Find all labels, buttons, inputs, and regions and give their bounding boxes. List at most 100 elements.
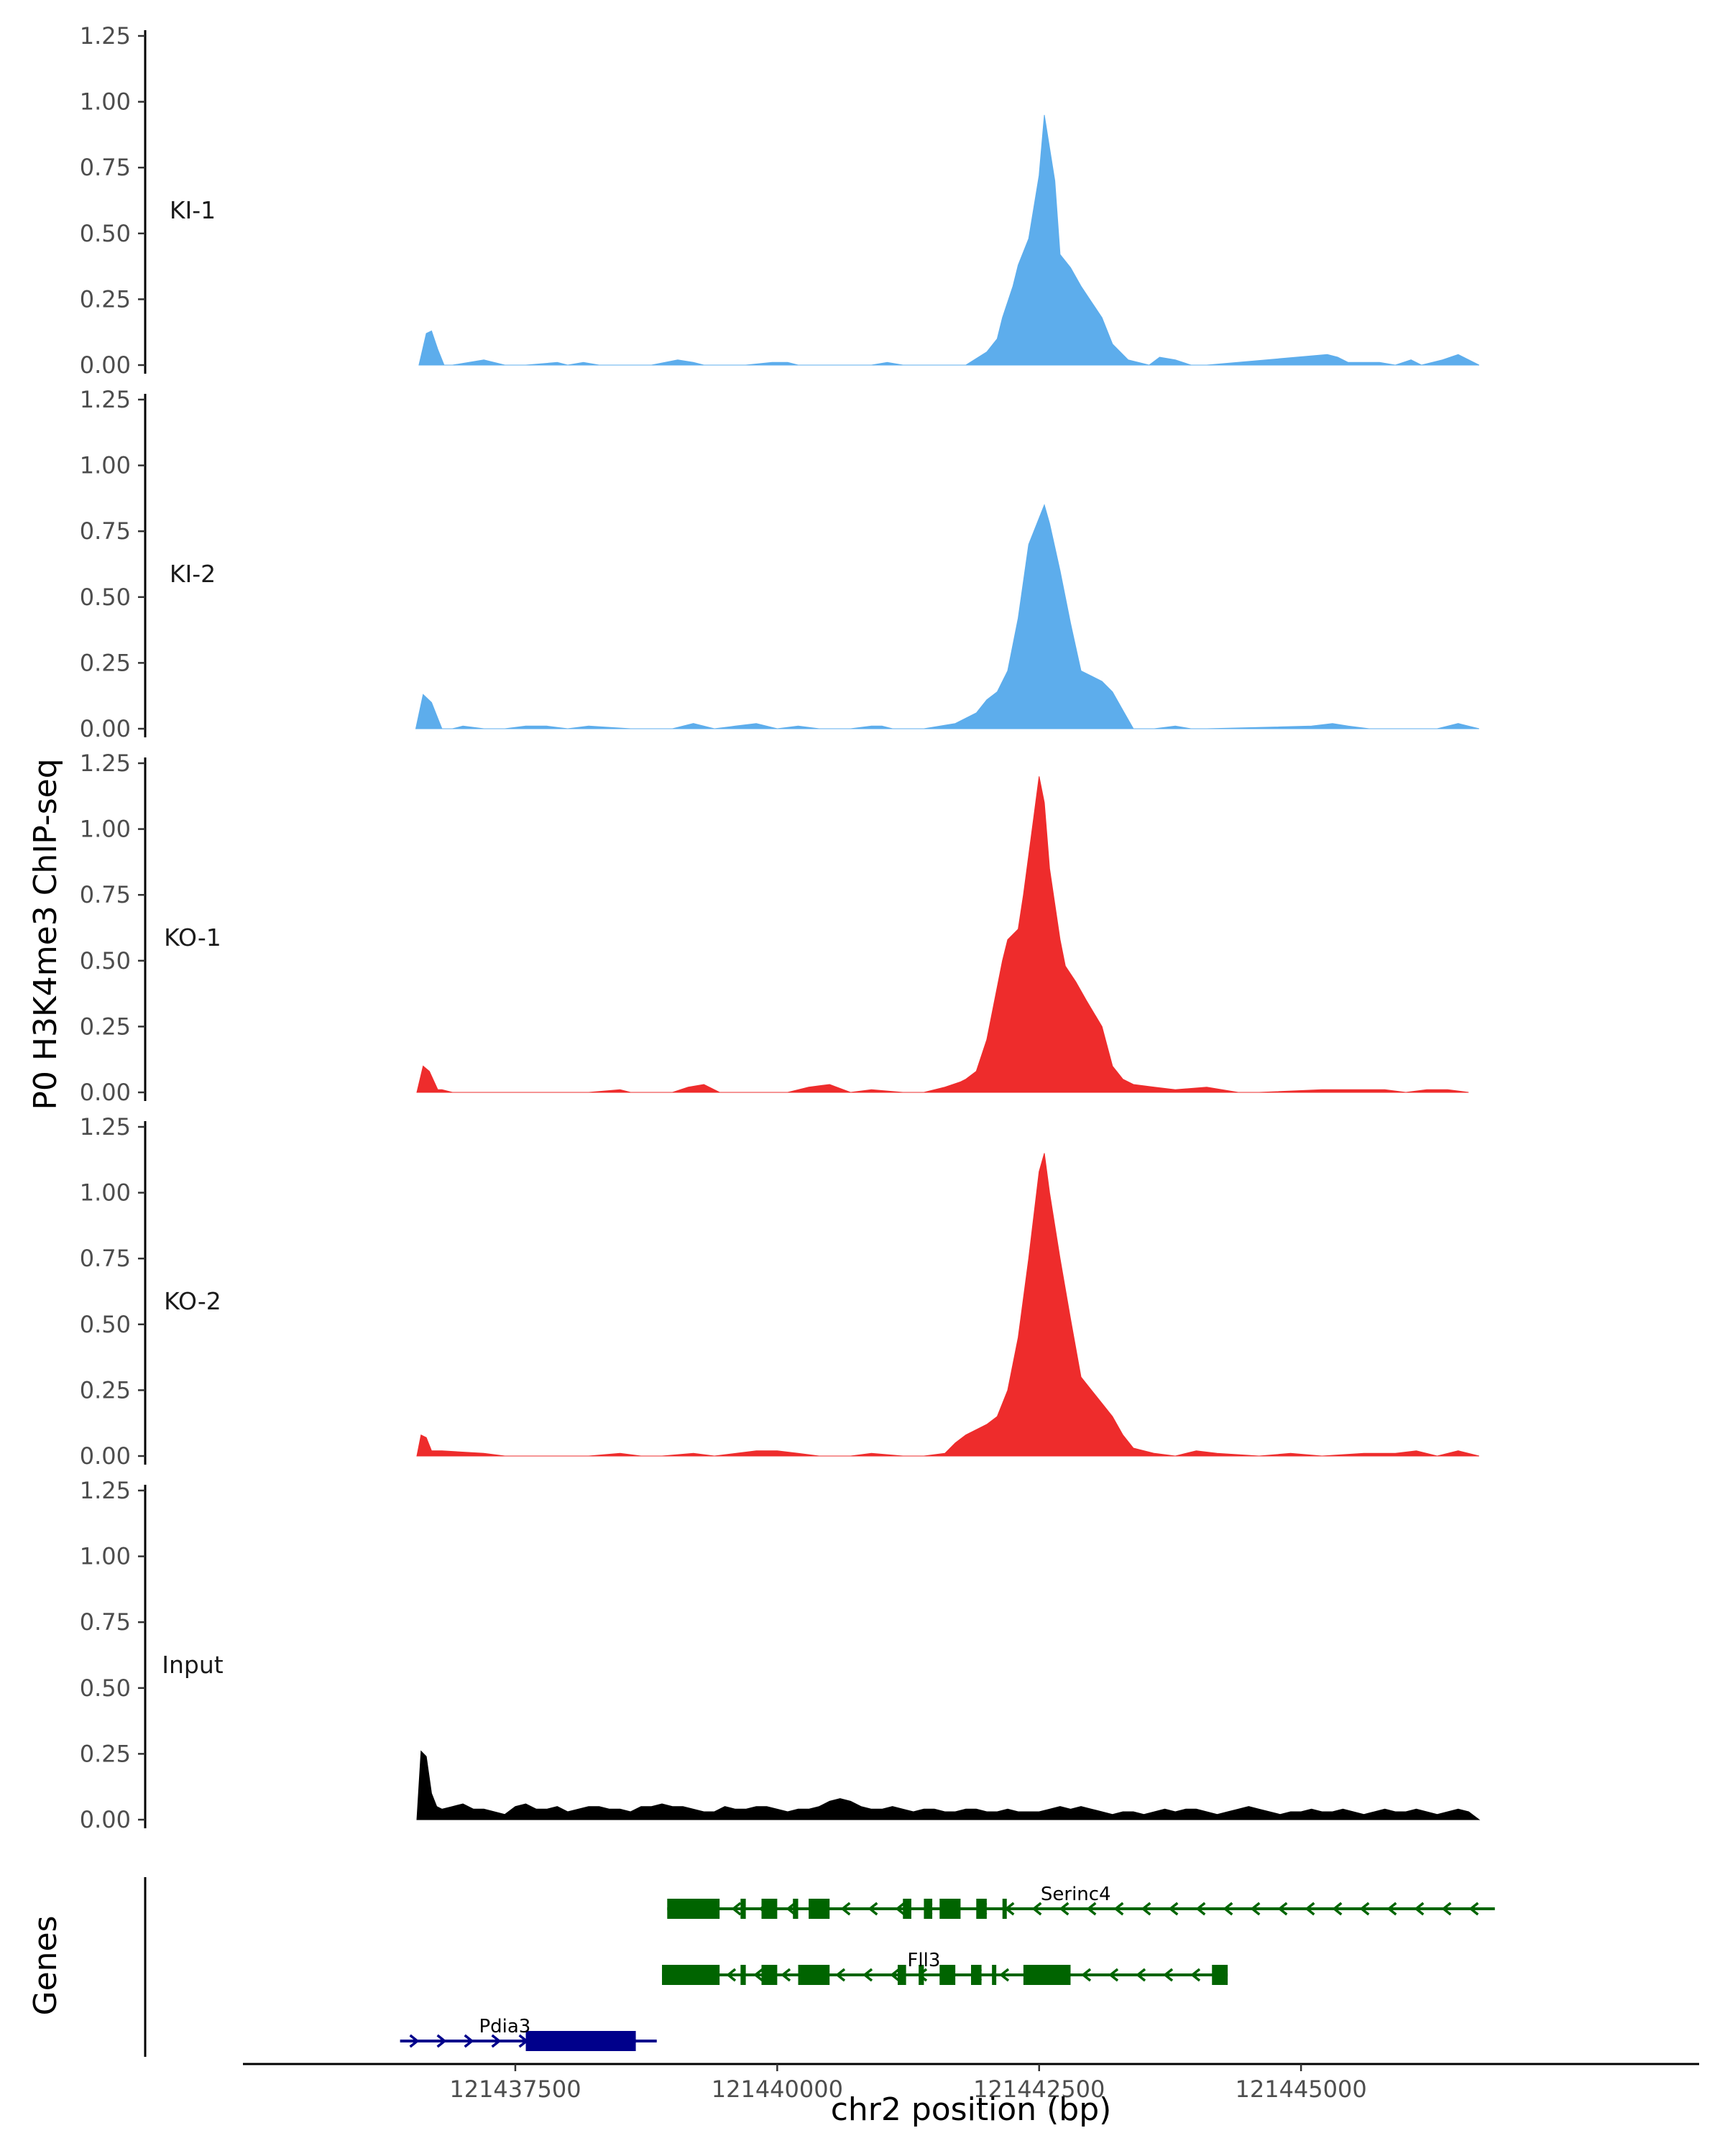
strand-arrow — [840, 1902, 851, 1916]
strand-arrow — [786, 1902, 796, 1916]
y-tick-label: 0.50 — [80, 220, 131, 247]
gene-exon — [740, 1965, 746, 1985]
strand-arrow — [726, 1968, 737, 1982]
strand-arrow — [1386, 1902, 1397, 1916]
strand-arrow — [491, 2034, 502, 2048]
strand-arrow — [1359, 1902, 1370, 1916]
gene-exon — [1023, 1965, 1071, 1985]
y-tick-label: 0.50 — [80, 1311, 131, 1338]
x-axis: 121437500 121440000 121442500 121445000 — [243, 2063, 1699, 2103]
y-tick-label: 0.00 — [80, 351, 131, 379]
strand-arrow — [464, 2034, 474, 2048]
x-tick-label: 121440000 — [712, 2076, 843, 2103]
strand-arrow — [753, 1968, 764, 1982]
track-label: Input — [162, 1651, 224, 1679]
y-tick-label: 1.25 — [80, 750, 131, 777]
strand-arrow — [835, 1968, 846, 1982]
signal-area — [416, 1153, 1480, 1457]
signal-area — [416, 1750, 1481, 1820]
strand-arrow — [868, 1902, 878, 1916]
strand-arrow — [1414, 1902, 1425, 1916]
gene-serinc4: Serinc4 — [667, 1884, 1495, 1919]
y-tick-label: 0.00 — [80, 715, 131, 742]
strand-arrow — [890, 1968, 901, 1982]
y-tick-label: 0.75 — [80, 154, 131, 181]
track-ki-2: 0.00 0.25 0.50 0.75 1.00 1.25 KI-2 — [80, 386, 1480, 742]
strand-arrow — [436, 2034, 447, 2048]
genes-axis-title: Genes — [27, 1915, 64, 2015]
y-tick-label: 1.25 — [80, 1477, 131, 1504]
gene-label: Serinc4 — [1041, 1884, 1111, 1905]
track-label: KI-1 — [170, 196, 216, 224]
y-tick-label: 0.00 — [80, 1806, 131, 1833]
strand-arrow — [1108, 1968, 1119, 1982]
x-tick-label: 121442500 — [973, 2076, 1105, 2103]
y-tick-label: 0.00 — [80, 1079, 131, 1106]
gene-exon — [924, 1899, 933, 1919]
y-tick-label: 1.00 — [80, 816, 131, 843]
gene-exon — [798, 1965, 830, 1985]
track-label: KO-1 — [164, 923, 221, 952]
strand-arrow — [1250, 1902, 1261, 1916]
gene-exon — [971, 1965, 982, 1985]
y-tick-label: 1.00 — [80, 1543, 131, 1570]
y-tick-label: 0.75 — [80, 1245, 131, 1272]
x-tick-label: 121445000 — [1236, 2076, 1367, 2103]
strand-arrow — [1195, 1902, 1206, 1916]
y-tick-label: 0.25 — [80, 1740, 131, 1767]
track-label: KI-2 — [170, 560, 216, 588]
gene-pdia3: Pdia3 — [400, 2016, 657, 2051]
gene-exon — [1002, 1899, 1007, 1919]
strand-arrow — [999, 1968, 1010, 1982]
signal-area — [415, 504, 1480, 729]
y-tick-label: 1.00 — [80, 1179, 131, 1207]
gene-fll3: Fll3 — [662, 1950, 1228, 1985]
strand-arrow — [1168, 1902, 1179, 1916]
strand-arrow — [1059, 1902, 1070, 1916]
strand-arrow — [1468, 1902, 1479, 1916]
y-tick-label: 1.00 — [80, 452, 131, 479]
strand-arrow — [895, 1902, 906, 1916]
y-tick-label: 0.50 — [80, 947, 131, 975]
gene-exon — [761, 1899, 778, 1919]
y-tick-label: 0.75 — [80, 881, 131, 908]
strand-arrow — [1136, 1968, 1146, 1982]
gene-exon — [525, 2031, 636, 2051]
gene-exon — [992, 1965, 997, 1985]
track-ko-1: 0.00 0.25 0.50 0.75 1.00 1.25 KO-1 — [80, 750, 1469, 1106]
strand-arrow — [1081, 1968, 1092, 1982]
strand-arrow — [1031, 1902, 1042, 1916]
y-tick-label: 0.25 — [80, 1376, 131, 1404]
y-tick-label: 1.25 — [80, 22, 131, 50]
strand-arrow — [1086, 1902, 1097, 1916]
strand-arrow — [731, 1902, 742, 1916]
gene-exon — [903, 1899, 911, 1919]
y-tick-label: 0.25 — [80, 1013, 131, 1040]
gene-exon — [761, 1965, 778, 1985]
gene-label: Pdia3 — [479, 2016, 530, 2037]
strand-arrow — [1113, 1902, 1124, 1916]
gene-exon — [809, 1899, 830, 1919]
gene-exon — [939, 1899, 961, 1919]
strand-arrow — [1163, 1968, 1174, 1982]
gene-exon — [740, 1899, 746, 1919]
y-tick-label: 1.25 — [80, 386, 131, 413]
gene-exon — [939, 1965, 956, 1985]
y-tick-label: 1.00 — [80, 88, 131, 116]
track-ko-2: 0.00 0.25 0.50 0.75 1.00 1.25 KO-2 — [80, 1113, 1480, 1470]
signal-area — [418, 114, 1480, 366]
gene-exon — [1212, 1965, 1228, 1985]
y-tick-label: 0.00 — [80, 1442, 131, 1470]
gene-exon — [667, 1899, 720, 1919]
track-label: KO-2 — [164, 1287, 221, 1315]
gene-exon — [897, 1965, 906, 1985]
strand-arrow — [1441, 1902, 1452, 1916]
y-tick-label: 0.75 — [80, 517, 131, 545]
strand-arrow — [1141, 1902, 1151, 1916]
signal-tracks: 0.00 0.25 0.50 0.75 1.00 1.25 KI-1 0.00 0.25 0.50… — [80, 22, 1481, 1833]
strand-arrow — [409, 2034, 420, 2048]
gene-label: Fll3 — [907, 1950, 940, 1971]
gene-exon — [662, 1965, 720, 1985]
